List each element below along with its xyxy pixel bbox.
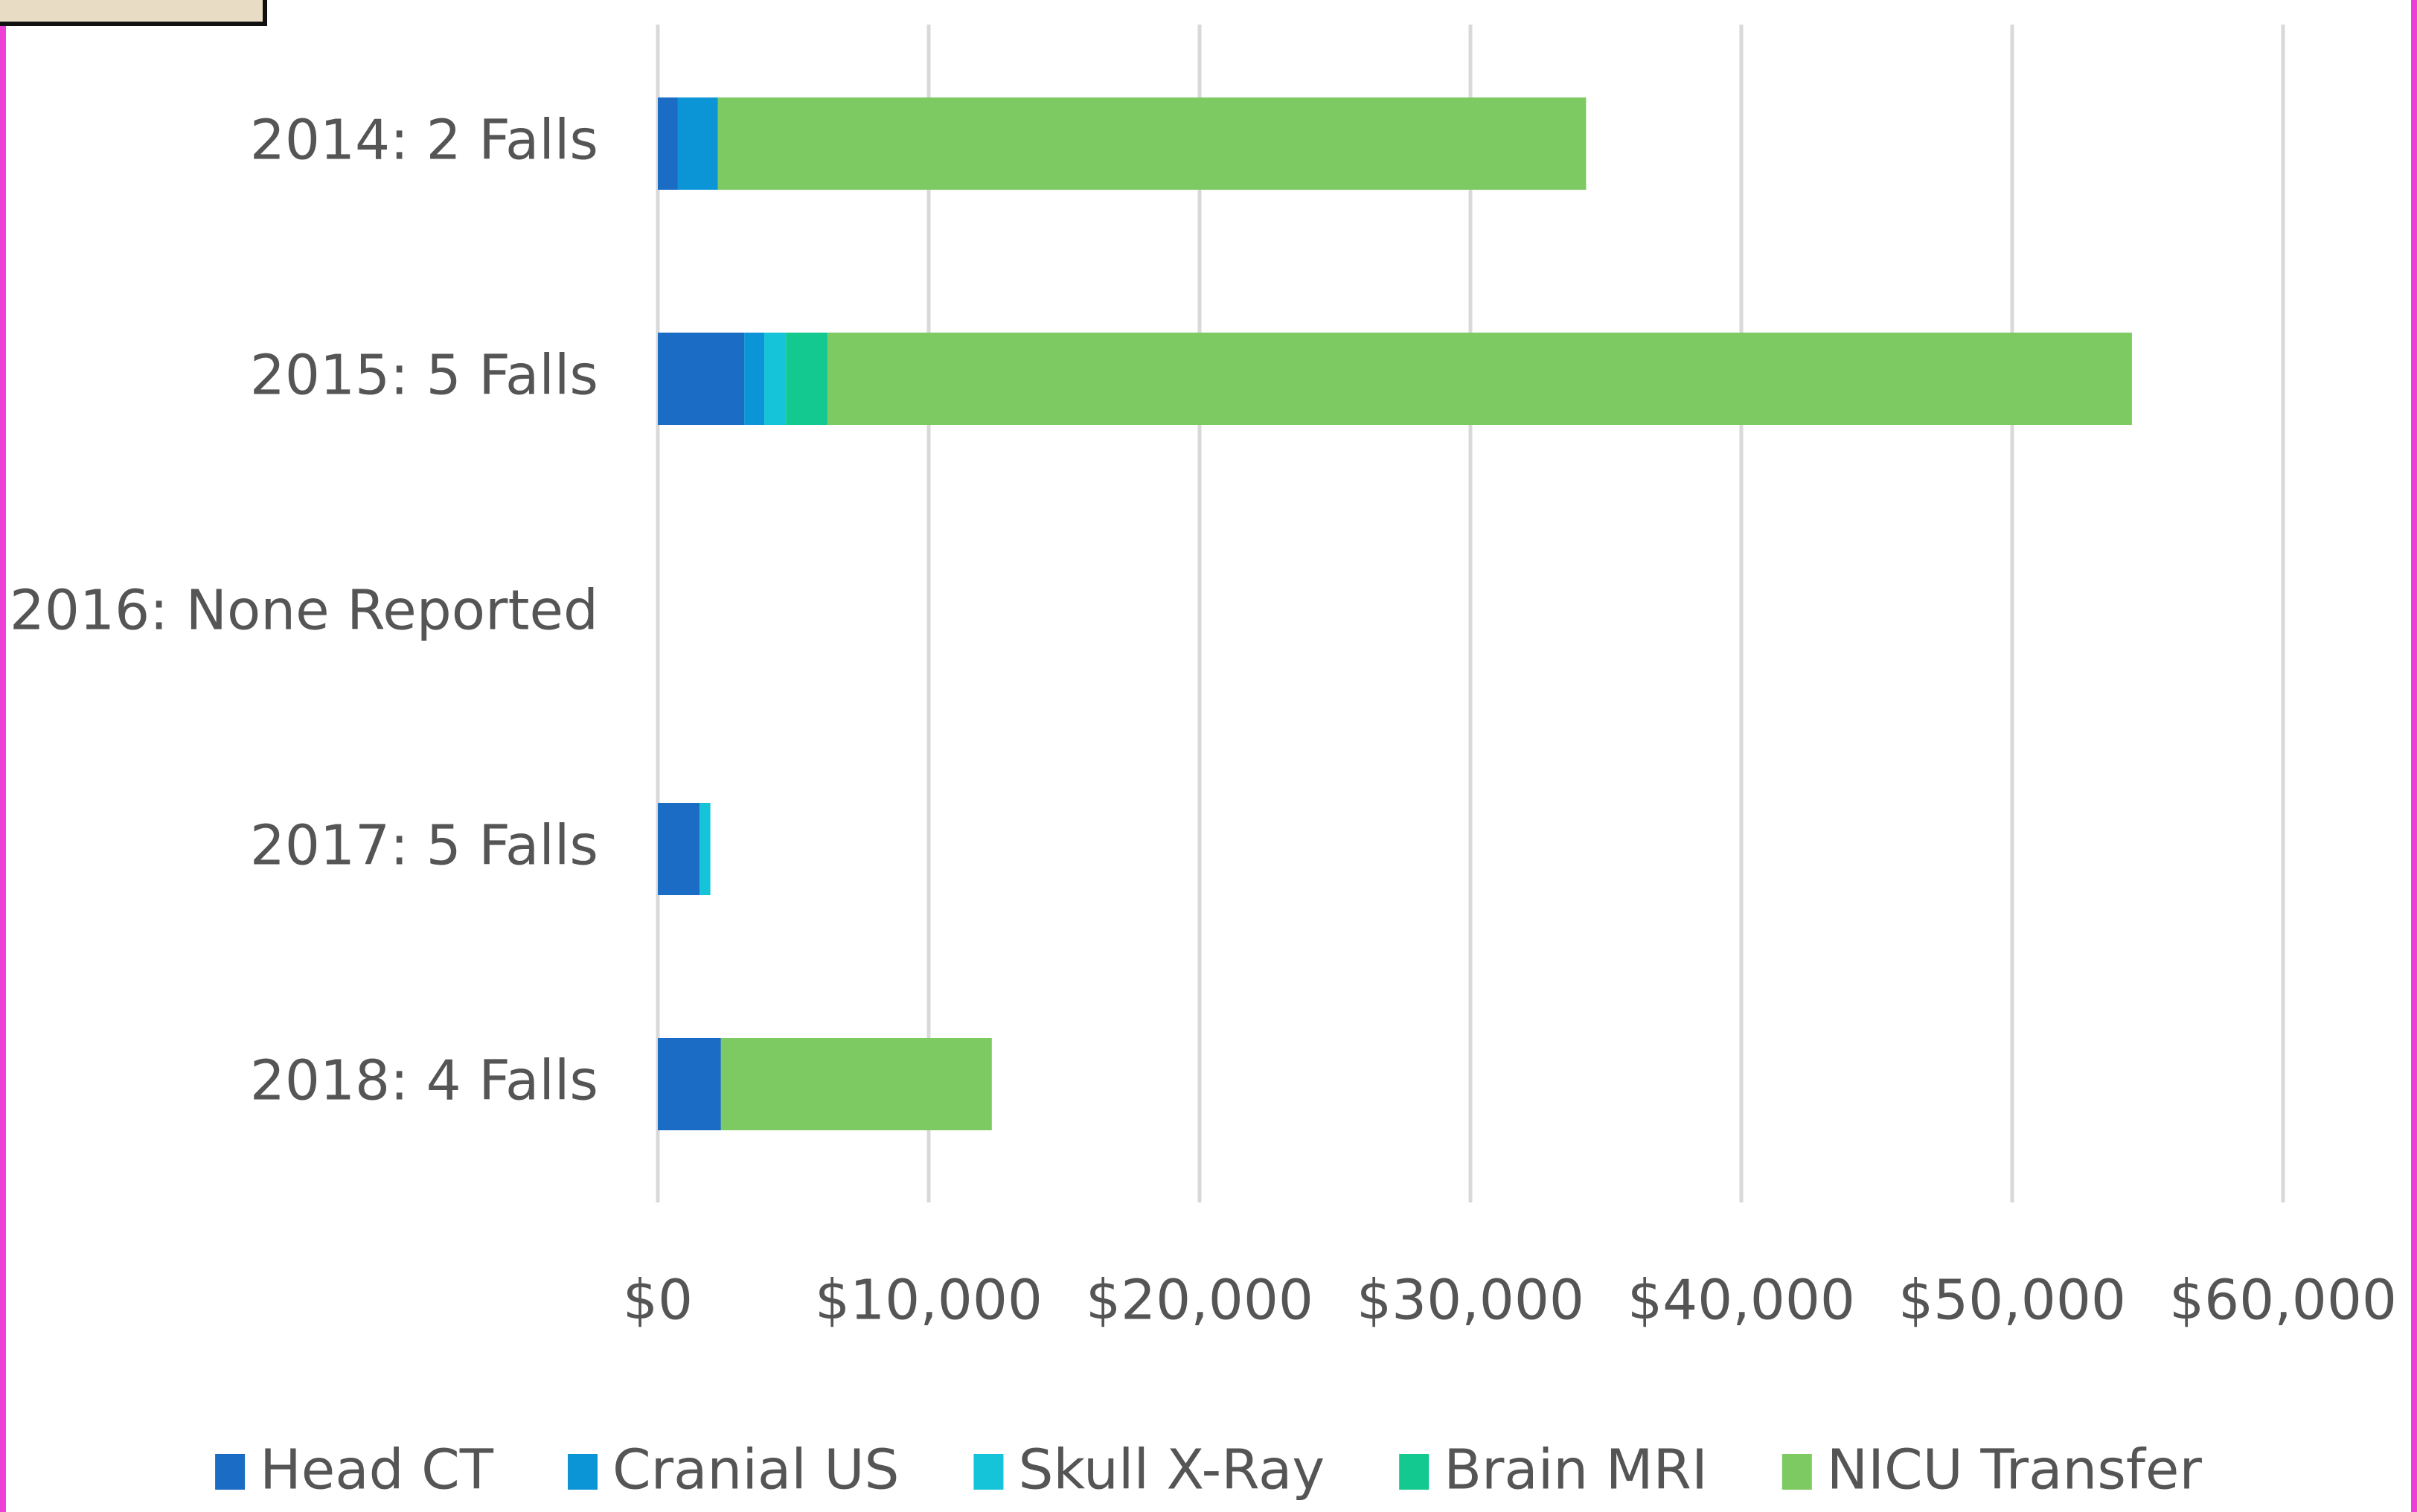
legend-swatch [1399, 1454, 1429, 1490]
legend-label: Skull X-Ray [1018, 1438, 1325, 1502]
x-tick-label: $40,000 [1627, 1269, 1855, 1333]
bar-segment [827, 333, 2132, 425]
x-tick-label: $20,000 [1086, 1269, 1313, 1333]
bar-segment [658, 1038, 721, 1130]
legend-label: Head CT [260, 1438, 494, 1502]
y-tick-label: 2014: 2 Falls [250, 109, 598, 173]
x-tick-label: $50,000 [1898, 1269, 2126, 1333]
bar-segment [744, 333, 764, 425]
bar-segment [658, 333, 744, 425]
legend-swatch [973, 1454, 1003, 1490]
x-tick-label: $30,000 [1357, 1269, 1584, 1333]
chart: $0 $10,000 $20,000 $30,000 $40,000 $50,000 $60… [0, 0, 2417, 1512]
frame-border [2411, 0, 2417, 1512]
page: {"chart_data": {"type": "bar", "orientat… [0, 0, 2417, 1512]
grid [658, 25, 2283, 1202]
y-tick-label: 2017: 5 Falls [250, 814, 598, 878]
legend-swatch [1782, 1454, 1812, 1490]
legend-label: Cranial US [612, 1438, 899, 1502]
x-tick-label: $60,000 [2169, 1269, 2397, 1333]
y-tick-label: 2018: 4 Falls [250, 1049, 598, 1113]
y-tick-label: 2015: 5 Falls [250, 344, 598, 408]
bar-segment [700, 803, 711, 895]
bar-segment [718, 97, 1587, 190]
bars [658, 97, 2132, 1130]
bar-segment [764, 333, 786, 425]
x-tick-label: $0 [623, 1269, 693, 1333]
frame-border [0, 0, 6, 1512]
bar-segment [658, 803, 700, 895]
legend-label: NICU Transfer [1827, 1438, 2203, 1502]
labels: $0 $10,000 $20,000 $30,000 $40,000 $50,000 $60… [10, 109, 2397, 1333]
bar-segment [786, 333, 827, 425]
legend-label: Brain MRI [1444, 1438, 1708, 1502]
legend-swatch [215, 1454, 245, 1490]
bar-segment [678, 97, 718, 190]
y-tick-label: 2016: None Reported [10, 579, 598, 643]
legend-swatch [568, 1454, 598, 1490]
bar-segment [658, 97, 678, 190]
bar-segment [721, 1038, 992, 1130]
x-tick-label: $10,000 [815, 1269, 1043, 1333]
legend: Head CT Cranial US Skull X-Ray Brain MRI NIC… [215, 1438, 2202, 1502]
image-fragment [0, 0, 265, 24]
